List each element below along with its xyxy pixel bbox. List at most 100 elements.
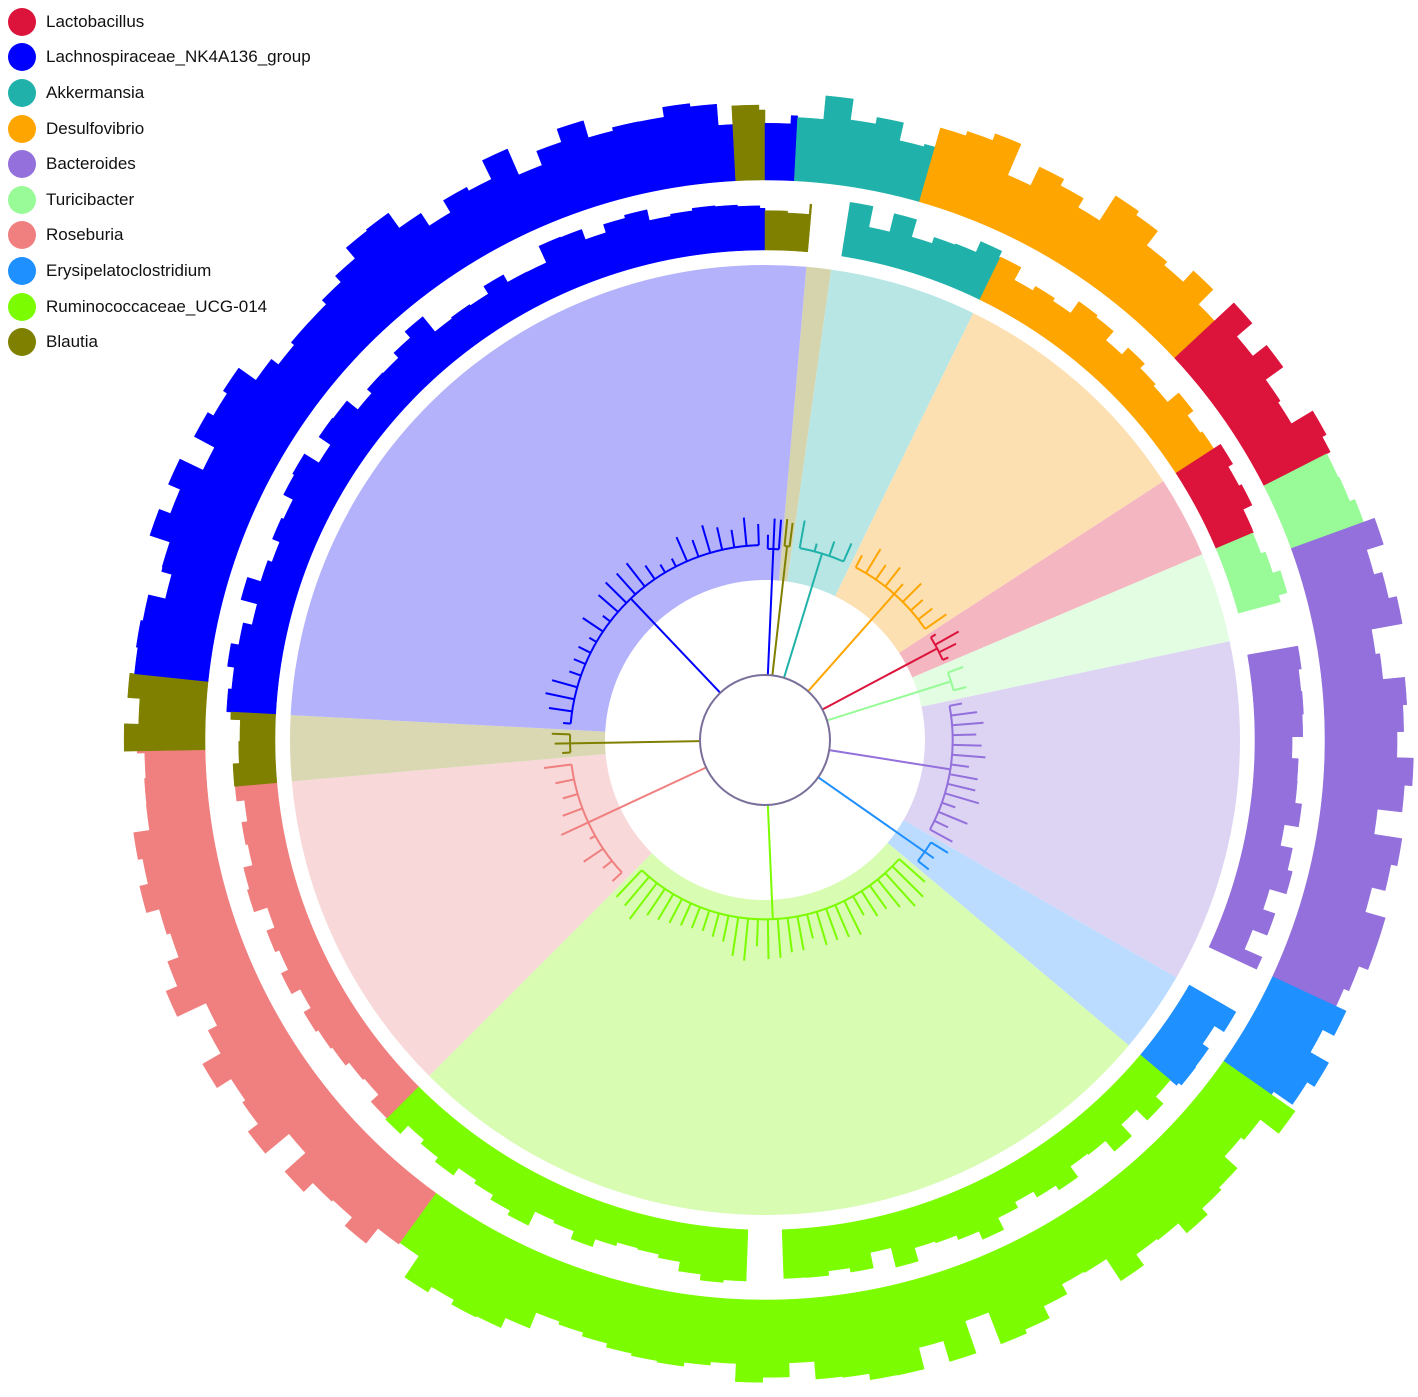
tip-branch-ruminococcaceae-ucg-014 (843, 900, 862, 935)
tip-branch-ruminococcaceae-ucg-014 (615, 869, 643, 898)
legend-swatch (8, 221, 36, 250)
tip-branch-ruminococcaceae-ucg-014 (701, 910, 711, 932)
tip-branch-blautia (551, 732, 571, 736)
branch-blautia (771, 546, 789, 676)
tip-branch-desulfovibrio (884, 566, 901, 588)
branch-turicibacter (826, 680, 952, 722)
branch-arc-lachnospiraceae-nk4a136-group (569, 544, 759, 724)
inner-ring-bar-turicibacter (1236, 594, 1281, 614)
tip-branch-ruminococcaceae-ucg-014 (624, 876, 650, 907)
tip-branch-roseburia (562, 807, 583, 817)
tip-branch-bacteroides (952, 753, 986, 759)
tip-branch-lachnospiraceae-nk4a136-group (644, 564, 656, 580)
tip-branch-roseburia (589, 834, 596, 840)
tip-branch-ruminococcaceae-ucg-014 (786, 917, 794, 953)
tip-branch-ruminococcaceae-ucg-014 (825, 908, 839, 941)
tip-branch-bacteroides (933, 819, 949, 829)
tip-branch-akkermansia (813, 543, 818, 552)
inner-ring-bar-bacteroides (1253, 756, 1299, 782)
inner-ring-bar-lachnospiraceae-nk4a136-group (736, 205, 761, 251)
tip-branch-bacteroides (941, 801, 956, 809)
tip-branch-ruminococcaceae-ucg-014 (679, 902, 692, 926)
branch-akkermansia (783, 553, 823, 679)
tip-branch-ruminococcaceae-ucg-014 (898, 858, 926, 883)
legend-swatch (8, 256, 36, 285)
tip-branch-ruminococcaceae-ucg-014 (731, 917, 740, 956)
legend-swatch (8, 328, 36, 357)
branch-lachnospiraceae-nk4a136-group (630, 597, 721, 694)
outer-ring-bar-roseburia (144, 750, 207, 780)
outer-abundance-ring (123, 95, 1414, 1383)
tip-branch-erysipelatoclostridium (930, 841, 949, 854)
legend-swatch (8, 78, 36, 107)
inner-ring-bar-blautia (805, 203, 813, 253)
tip-branch-akkermansia (842, 543, 853, 562)
tip-branch-ruminococcaceae-ucg-014 (628, 882, 658, 920)
tip-branch-ruminococcaceae-ucg-014 (852, 895, 865, 916)
tip-branch-lachnospiraceae-nk4a136-group (582, 617, 604, 633)
tip-branch-roseburia (611, 871, 623, 882)
inner-ring-bar-lachnospiraceae-nk4a136-group (759, 208, 766, 251)
inner-ring-bar-blautia (785, 212, 810, 253)
tip-branch-lachnospiraceae-nk4a136-group (545, 692, 575, 701)
legend-label: Roseburia (46, 225, 124, 245)
legend-item-lachnospiraceae-nk4a136-group: Lachnospiraceae_NK4A136_group (8, 40, 311, 76)
tip-branch-bacteroides (950, 763, 970, 768)
inner-abundance-ring (226, 201, 1304, 1283)
tip-branch-desulfovibrio (874, 564, 887, 581)
tip-branch-lachnospiraceae-nk4a136-group (604, 581, 628, 604)
tip-branch-lachnospiraceae-nk4a136-group (597, 594, 619, 613)
clade-highlight-desulfovibrio (835, 313, 1164, 653)
branch-arc-ruminococcaceae-ucg-014 (641, 858, 900, 921)
tip-branch-ruminococcaceae-ucg-014 (796, 916, 805, 951)
outer-ring-bar-blautia (123, 723, 206, 752)
tip-branch-desulfovibrio (854, 554, 863, 568)
tip-branch-desulfovibrio (910, 599, 924, 612)
tip-branch-desulfovibrio (893, 583, 904, 595)
branch-arc-roseburia (570, 764, 623, 874)
legend-item-bacteroides: Bacteroides (8, 146, 311, 182)
legend-item-blautia: Blautia (8, 324, 311, 360)
tip-branch-lachnospiraceae-nk4a136-group (670, 558, 677, 568)
tip-branch-lachnospiraceae-nk4a136-group (578, 645, 592, 654)
tip-branch-lachnospiraceae-nk4a136-group (602, 615, 611, 623)
tip-branch-lachnospiraceae-nk4a136-group (625, 562, 646, 588)
tip-branch-lactobacillus (938, 642, 957, 654)
tip-branch-ruminococcaceae-ucg-014 (690, 906, 701, 929)
tip-branch-bacteroides (949, 773, 978, 781)
legend-label: Erysipelatoclostridium (46, 260, 212, 280)
tip-branch-lachnospiraceae-nk4a136-group (573, 658, 586, 665)
tip-branch-akkermansia (828, 541, 836, 557)
legend-item-ruminococcaceae-ucg-014: Ruminococcaceae_UCG-014 (8, 289, 311, 325)
tip-branch-bacteroides (952, 721, 984, 727)
tip-branch-desulfovibrio (917, 607, 933, 621)
tip-branch-ruminococcaceae-ucg-014 (722, 915, 730, 942)
tip-branch-ruminococcaceae-ucg-014 (860, 890, 879, 917)
tip-branch-lactobacillus (942, 656, 949, 661)
legend-swatch (8, 185, 36, 214)
tip-branch-desulfovibrio (924, 613, 947, 630)
tip-branch-roseburia (555, 778, 575, 785)
legend-item-turicibacter: Turicibacter (8, 182, 311, 218)
tip-branch-lachnospiraceae-nk4a136-group (777, 519, 783, 550)
tip-branch-ruminococcaceae-ucg-014 (743, 918, 750, 961)
tip-branch-desulfovibrio (902, 582, 922, 603)
legend-label: Lachnospiraceae_NK4A136_group (46, 47, 311, 67)
tip-branch-ruminococcaceae-ucg-014 (657, 893, 675, 921)
tip-branch-ruminococcaceae-ucg-014 (776, 918, 782, 958)
legend-label: Bacteroides (46, 154, 136, 174)
tip-branch-bacteroides (944, 792, 980, 805)
tip-branch-bacteroides (947, 782, 976, 792)
tip-branch-ruminococcaceae-ucg-014 (766, 919, 770, 960)
branch-erysipelatoclostridium (817, 776, 926, 853)
tip-branch-erysipelatoclostridium (924, 851, 935, 859)
tip-branch-ruminococcaceae-ucg-014 (711, 913, 720, 937)
clade-highlight-layer (290, 265, 1240, 1215)
inner-ring-bar-blautia (238, 741, 276, 765)
outer-ring-bar-ruminococcaceae-ucg-014 (761, 1299, 790, 1378)
inner-ring-bar-bacteroides (1254, 713, 1304, 738)
branch-bacteroides (829, 749, 951, 771)
tip-branch-turicibacter (953, 686, 967, 692)
outer-ring-bar-bacteroides (1324, 730, 1398, 759)
outer-ring-bar-ruminococcaceae-ucg-014 (785, 1297, 816, 1364)
